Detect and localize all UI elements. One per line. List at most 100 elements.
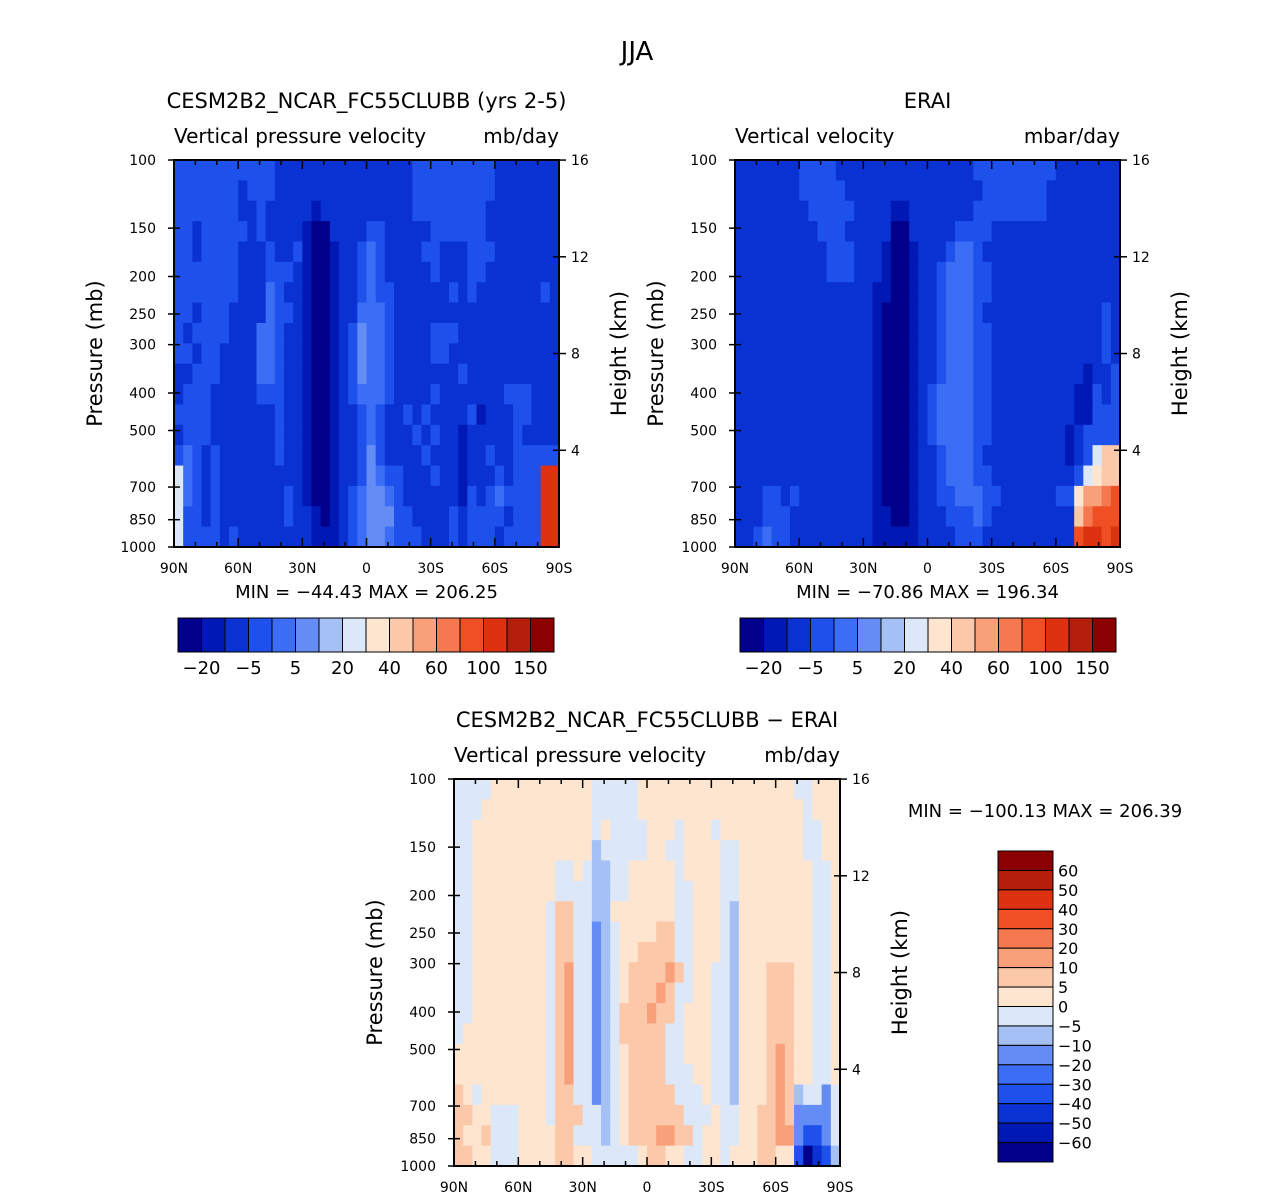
y-axis-label-right: Height (km) — [888, 910, 912, 1035]
field-cell — [284, 404, 294, 426]
field-cell — [284, 282, 294, 304]
field-cell — [476, 526, 487, 548]
field-cell — [610, 962, 621, 984]
field-cell — [536, 840, 547, 862]
field-cell — [256, 282, 267, 304]
field-cell — [982, 363, 993, 385]
field-cell — [545, 1064, 556, 1086]
field-cell — [522, 526, 533, 548]
field-cell — [564, 840, 575, 862]
colorbar-label: 150 — [513, 658, 547, 679]
field-cell — [531, 485, 542, 507]
field-cell — [540, 485, 551, 507]
field-cell — [183, 506, 193, 528]
field-cell — [284, 261, 294, 283]
field-cell — [744, 506, 754, 528]
field-cell — [564, 1043, 575, 1065]
colorbar-swatch — [997, 1025, 1054, 1046]
field-cell — [394, 221, 404, 243]
field-cell — [854, 241, 864, 263]
field-cell — [201, 465, 212, 487]
field-cell — [458, 322, 468, 344]
y-tick-label: 1000 — [681, 540, 717, 556]
field-cell — [757, 1003, 768, 1025]
field-cell — [683, 1104, 694, 1126]
field-cell — [490, 1064, 501, 1086]
field-cell — [430, 384, 441, 406]
field-cell — [509, 860, 519, 882]
field-cell — [720, 941, 731, 963]
field-cell — [454, 860, 464, 882]
field-cell — [1074, 241, 1084, 263]
field-cell — [504, 465, 514, 487]
field-cell — [210, 221, 221, 243]
field-cell — [430, 200, 441, 222]
field-cell — [955, 404, 965, 426]
field-cell — [494, 363, 505, 385]
field-cell — [320, 404, 331, 426]
field-cell — [274, 506, 285, 528]
field-cell — [909, 465, 919, 487]
field-cell — [247, 384, 258, 406]
field-cell — [799, 526, 809, 548]
field-cell — [573, 840, 584, 862]
field-cell — [463, 921, 473, 943]
y-axis-label: Pressure (mb) — [363, 899, 387, 1046]
field-cell — [348, 506, 358, 528]
field-cell — [808, 363, 819, 385]
field-cell — [738, 1084, 749, 1106]
field-cell — [656, 1104, 666, 1126]
field-cell — [458, 404, 468, 426]
field-cell — [757, 1125, 768, 1147]
field-cell — [509, 819, 519, 841]
field-cell — [812, 860, 823, 882]
field-cell — [591, 982, 602, 1004]
field-cell — [210, 485, 221, 507]
field-cell — [531, 445, 542, 467]
field-cell — [1055, 221, 1066, 243]
field-cell — [794, 799, 804, 821]
field-cell — [812, 1003, 823, 1025]
field-cell — [863, 343, 874, 365]
field-cell — [472, 982, 483, 1004]
field-cell — [619, 819, 630, 841]
field-cell — [794, 962, 804, 984]
field-cell — [973, 384, 984, 406]
field-cell — [339, 485, 349, 507]
field-cell — [982, 343, 993, 365]
field-cell — [762, 363, 773, 385]
field-cell — [183, 384, 193, 406]
field-cell — [982, 180, 993, 202]
field-cell — [421, 282, 432, 304]
y-tick-label: 250 — [129, 307, 156, 323]
field-cell — [274, 424, 285, 446]
field-cell — [476, 241, 487, 263]
field-cell — [619, 982, 630, 1004]
field-cell — [900, 404, 910, 426]
field-cell — [1092, 363, 1103, 385]
field-cell — [735, 221, 745, 243]
field-cell — [536, 982, 547, 1004]
field-cell — [394, 424, 404, 446]
field-cell — [513, 322, 523, 344]
field-cell — [826, 160, 837, 181]
field-cell — [711, 901, 722, 923]
field-cell — [485, 282, 496, 304]
field-cell — [826, 424, 837, 446]
field-cell — [753, 180, 764, 202]
field-cell — [927, 424, 938, 446]
field-cell — [1110, 424, 1121, 446]
field-cell — [830, 1064, 841, 1086]
field-cell — [1101, 282, 1112, 304]
field-cell — [821, 1003, 832, 1025]
field-cell — [384, 363, 395, 385]
field-cell — [729, 1104, 740, 1126]
field-cell — [256, 506, 267, 528]
field-cell — [945, 404, 956, 426]
field-cell — [504, 424, 514, 446]
field-cell — [744, 261, 754, 283]
field-cell — [481, 982, 492, 1004]
field-cell — [247, 404, 258, 426]
field-cell — [790, 424, 800, 446]
field-cell — [780, 363, 791, 385]
